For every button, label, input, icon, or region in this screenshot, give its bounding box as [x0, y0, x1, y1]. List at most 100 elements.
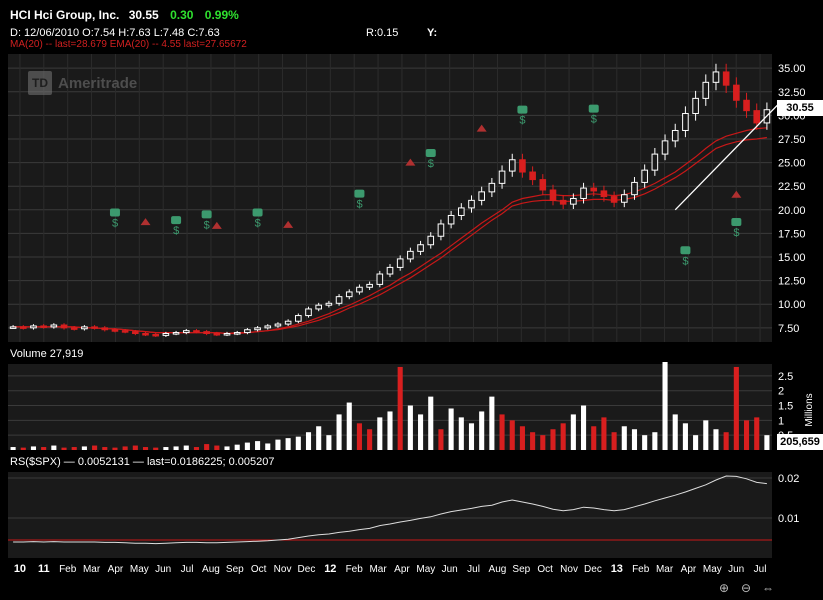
date-tick-label: Jul — [754, 564, 767, 575]
volume-bar — [591, 426, 597, 450]
volume-bar — [51, 445, 57, 450]
chart-controls: ⊕ ⊖ ⇔ — [716, 580, 776, 596]
zoom-in-icon[interactable]: ⊕ — [718, 581, 730, 595]
date-tick-label: Feb — [59, 564, 77, 575]
ameritrade-logo: TD Ameritrade — [28, 71, 137, 95]
dividend-arrow-icon — [476, 124, 487, 132]
volume-bar — [601, 417, 607, 450]
price-tick-label: 12.50 — [778, 276, 806, 288]
candle-body — [182, 330, 190, 334]
date-tick-label: Mar — [83, 564, 101, 575]
candle-body — [121, 330, 129, 333]
volume-bar — [102, 447, 108, 450]
price-tick-label: 15.00 — [778, 252, 806, 264]
candle-body — [580, 187, 587, 199]
volume-bar — [560, 423, 566, 450]
candle-body — [305, 308, 312, 317]
candle-body — [91, 326, 98, 329]
volume-bar — [438, 429, 444, 450]
candle-body — [213, 333, 221, 336]
date-tick-label: Jun — [155, 564, 171, 575]
volume-bar — [509, 420, 515, 450]
volume-bar — [540, 435, 546, 450]
candle-body — [417, 244, 424, 252]
candle-body — [30, 325, 37, 329]
volume-chart[interactable]: 2.521.510.5Millions — [0, 362, 823, 454]
price-chart[interactable]: 35.0032.5030.0027.5025.0022.5020.0017.50… — [0, 50, 823, 346]
last-price: 30.55 — [128, 8, 159, 22]
volume-bar — [530, 432, 536, 450]
volume-bar — [642, 435, 648, 450]
dollar-event-icon: $ — [204, 219, 210, 231]
candle-body — [559, 199, 567, 205]
price-tick-label: 27.50 — [778, 134, 806, 146]
dividend-arrow-icon — [731, 190, 742, 198]
volume-bar — [255, 441, 261, 450]
volume-bar — [132, 445, 138, 450]
candle-body — [142, 333, 149, 336]
volume-bar — [367, 429, 373, 450]
volume-tag: 205,659 — [777, 434, 823, 450]
candle-body — [631, 181, 638, 196]
price-tick-label: 17.50 — [778, 228, 806, 240]
volume-bar — [234, 444, 240, 450]
candle-body — [447, 214, 455, 225]
rs-tick-label: 0.01 — [778, 513, 799, 525]
volume-bar — [346, 402, 352, 450]
volume-bar — [244, 442, 250, 450]
date-tick-label: Dec — [298, 564, 316, 575]
candle-body — [345, 291, 353, 298]
volume-bar — [305, 432, 312, 450]
volume-bar — [142, 447, 149, 450]
volume-bar — [743, 420, 750, 450]
volume-bar — [621, 426, 627, 450]
volume-bar — [10, 447, 16, 450]
last-price-tag: 30.55 — [777, 100, 823, 116]
date-tick-label: 11 — [38, 563, 50, 575]
phone-event-icon — [171, 216, 182, 225]
volume-unit-label: Millions — [804, 393, 815, 426]
candle-body — [203, 331, 210, 335]
date-tick-label: Sep — [226, 564, 244, 575]
candle-body — [396, 258, 404, 268]
pan-icon[interactable]: ⇔ — [762, 581, 774, 595]
price-tick-label: 10.00 — [778, 299, 806, 311]
dollar-event-icon: $ — [733, 227, 739, 239]
candle-body — [733, 84, 740, 101]
dollar-event-icon: $ — [173, 225, 179, 237]
candle-body — [274, 323, 282, 327]
candle-body — [386, 266, 394, 275]
volume-bar — [418, 414, 424, 450]
volume-bar — [570, 414, 576, 450]
volume-tick-label: 1 — [778, 415, 784, 427]
volume-bar — [92, 445, 98, 450]
date-tick-label: Apr — [394, 564, 410, 575]
phone-event-icon — [731, 217, 742, 226]
candle-body — [254, 327, 261, 331]
volume-bar — [163, 447, 169, 450]
volume-bar — [173, 446, 179, 450]
candle-body — [549, 189, 557, 201]
phone-event-icon — [354, 189, 365, 198]
volume-bar — [499, 414, 505, 450]
candle-body — [488, 182, 496, 193]
phone-event-icon — [680, 246, 691, 255]
trendline — [674, 99, 783, 211]
zoom-out-icon[interactable]: ⊖ — [740, 581, 752, 595]
candle-body — [437, 223, 445, 237]
volume-bar — [611, 432, 617, 450]
volume-bar — [316, 426, 322, 450]
candle-body — [325, 302, 333, 306]
date-tick-label: Mar — [369, 564, 387, 575]
td-logo-icon: TD — [28, 71, 52, 95]
volume-bar — [193, 447, 199, 450]
volume-bar — [214, 445, 220, 450]
volume-bar — [153, 447, 159, 450]
relative-strength-chart[interactable]: 0.02 0.01 — [0, 470, 823, 560]
candle-body — [743, 99, 750, 112]
candle-body — [356, 286, 363, 293]
candle-body — [407, 250, 414, 260]
volume-bar — [631, 429, 638, 450]
volume-bar — [377, 417, 383, 450]
candle-body — [9, 326, 17, 329]
